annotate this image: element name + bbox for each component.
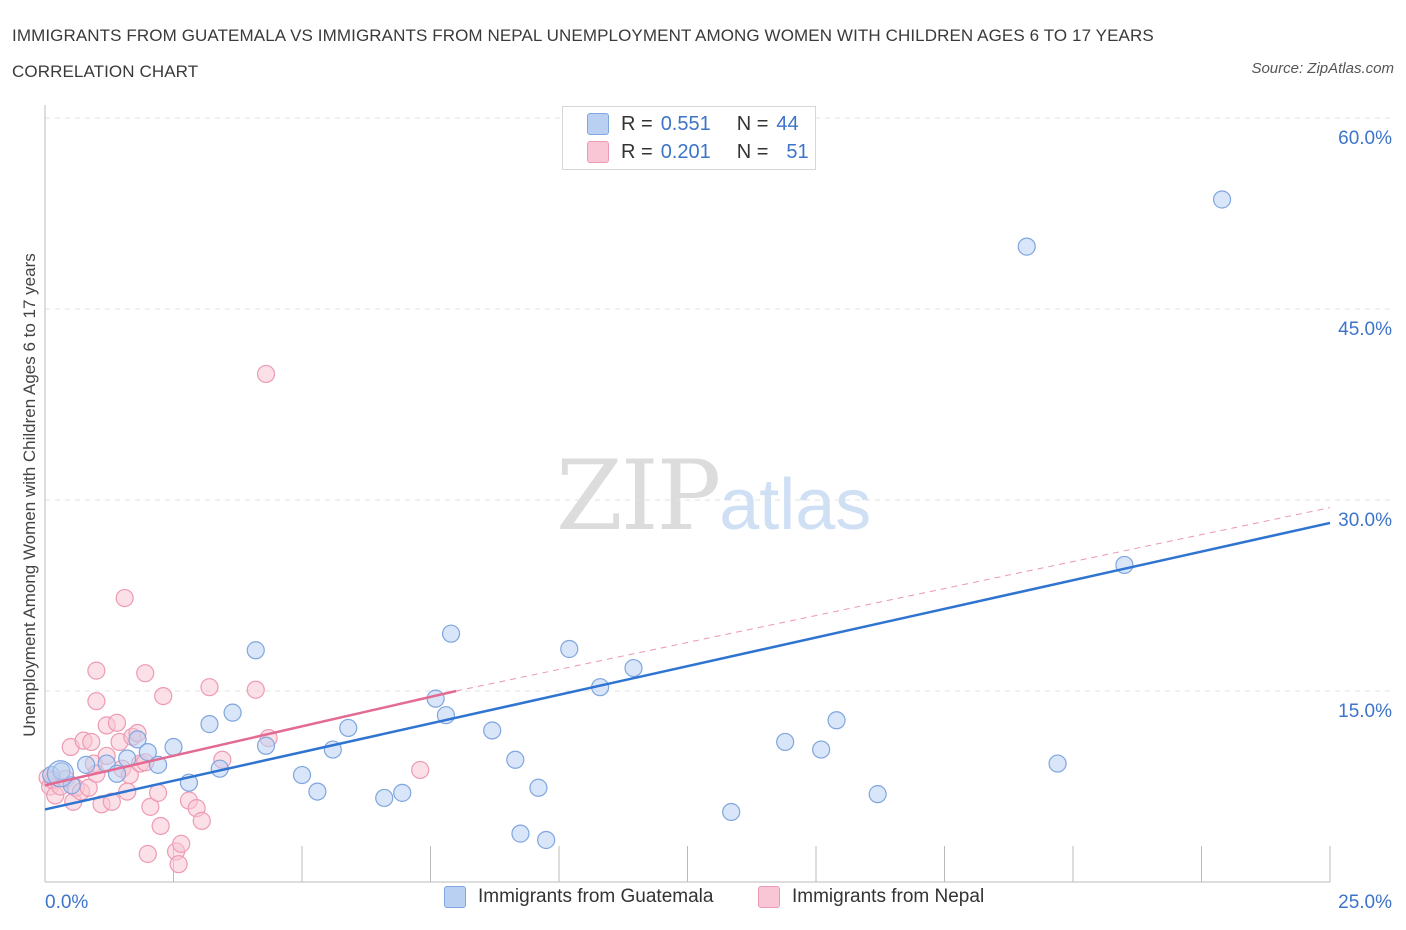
n-label: N =	[736, 140, 769, 163]
legend-label-guatemala: Immigrants from Guatemala	[478, 886, 714, 907]
legend-item-nepal: Immigrants from Nepal	[758, 886, 984, 908]
guatemala-trend-line	[44, 521, 1331, 811]
guatemala-r-value: 0.551	[660, 112, 711, 135]
guatemala-swatch	[444, 886, 466, 908]
nepal-point	[172, 834, 191, 853]
y-tick-label: 30.0%	[1338, 510, 1392, 531]
guatemala-point	[164, 737, 183, 757]
r-label: R =	[621, 112, 653, 135]
guatemala-point	[506, 750, 525, 769]
nepal-point	[138, 844, 157, 864]
y-tick-label: 45.0%	[1338, 319, 1392, 340]
y-tick-label: 15.0%	[1338, 701, 1392, 722]
guatemala-point	[1212, 190, 1232, 209]
y-axis-label: Unemployment Among Women with Children A…	[20, 253, 39, 737]
guatemala-point	[529, 778, 548, 797]
nepal-point	[148, 783, 168, 802]
legend-row-nepal: R = 0.201 N = 51	[587, 138, 809, 166]
guatemala-point	[77, 755, 96, 774]
guatemala-point	[246, 641, 265, 660]
guatemala-point	[200, 715, 219, 734]
nepal-point	[256, 364, 276, 384]
nepal-point	[151, 816, 170, 836]
watermark-atlas: atlas	[719, 465, 872, 545]
guatemala-point	[52, 762, 71, 781]
guatemala-point	[483, 721, 502, 740]
n-label: N =	[736, 112, 769, 135]
guatemala-point	[393, 783, 412, 802]
guatemala-point	[560, 639, 579, 659]
legend-item-guatemala: Immigrants from Guatemala	[444, 886, 713, 908]
guatemala-n-value: 44	[776, 112, 799, 135]
nepal-point	[246, 680, 265, 699]
nepal-point	[87, 661, 106, 680]
nepal-point	[200, 678, 219, 697]
nepal-trend-extension	[456, 507, 1331, 692]
guatemala-point	[256, 736, 276, 755]
guatemala-point	[128, 730, 147, 749]
guatemala-point	[308, 782, 327, 801]
series-legend: Immigrants from Guatemala Immigrants fro…	[0, 886, 1406, 918]
nepal-point	[411, 760, 430, 780]
guatemala-point	[1017, 237, 1036, 256]
guatemala-point	[223, 703, 242, 722]
nepal-point	[107, 713, 127, 732]
nepal-r-value: 0.201	[660, 140, 711, 163]
guatemala-point	[292, 765, 312, 785]
nepal-point	[82, 732, 101, 752]
nepal-n-value: 51	[786, 140, 809, 163]
chart-title: IMMIGRANTS FROM GUATEMALA VS IMMIGRANTS …	[12, 26, 1154, 81]
nepal-point	[87, 692, 106, 711]
guatemala-point	[511, 824, 530, 843]
nepal-swatch	[758, 886, 780, 908]
legend-row-guatemala: R = 0.551 N = 44	[587, 110, 799, 138]
legend-label-nepal: Immigrants from Nepal	[792, 886, 985, 907]
guatemala-point	[537, 830, 556, 850]
guatemala-point	[426, 689, 445, 708]
guatemala-point	[624, 658, 643, 678]
r-label: R =	[621, 140, 653, 163]
guatemala-point	[722, 802, 741, 822]
nepal-point	[154, 686, 173, 706]
guatemala-point	[776, 732, 795, 752]
nepal-point	[136, 664, 155, 683]
nepal-point	[115, 588, 134, 608]
correlation-legend: R = 0.551 N = 44 R = 0.201 N = 51	[562, 106, 816, 170]
x-tick-label: 0.0%	[45, 892, 88, 913]
guatemala-point	[1048, 754, 1067, 773]
watermark-zip: ZIP	[556, 440, 721, 552]
nepal-point	[141, 797, 160, 816]
guatemala-point	[441, 624, 461, 643]
guatemala-point	[375, 788, 394, 808]
nepal-swatch	[587, 141, 609, 163]
nepal-trend-line	[44, 689, 457, 787]
nepal-point	[192, 811, 211, 830]
x-tick-label: 25.0%	[1338, 892, 1392, 913]
watermark: ZIPatlas	[556, 440, 871, 552]
guatemala-point	[339, 718, 358, 738]
source-label: Source: ZipAtlas.com	[1251, 60, 1394, 77]
guatemala-point	[827, 711, 846, 730]
y-tick-label: 60.0%	[1338, 128, 1392, 149]
guatemala-swatch	[587, 113, 609, 135]
guatemala-point	[868, 785, 887, 804]
nepal-point	[169, 855, 188, 874]
guatemala-point	[812, 740, 831, 759]
